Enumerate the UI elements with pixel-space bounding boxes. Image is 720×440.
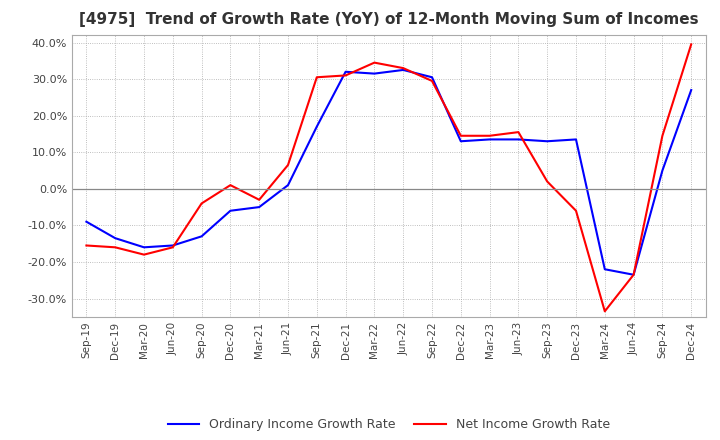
Net Income Growth Rate (687, 42, 696, 47)
Ordinary Income Growth Rate (600, 267, 609, 272)
Ordinary Income Growth Rate (456, 139, 465, 144)
Net Income Growth Rate (197, 201, 206, 206)
Line: Ordinary Income Growth Rate: Ordinary Income Growth Rate (86, 70, 691, 275)
Legend: Ordinary Income Growth Rate, Net Income Growth Rate: Ordinary Income Growth Rate, Net Income … (163, 413, 615, 436)
Net Income Growth Rate (168, 245, 177, 250)
Ordinary Income Growth Rate (543, 139, 552, 144)
Ordinary Income Growth Rate (255, 205, 264, 210)
Ordinary Income Growth Rate (312, 124, 321, 129)
Ordinary Income Growth Rate (341, 69, 350, 74)
Net Income Growth Rate (140, 252, 148, 257)
Ordinary Income Growth Rate (140, 245, 148, 250)
Ordinary Income Growth Rate (572, 137, 580, 142)
Net Income Growth Rate (284, 162, 292, 168)
Ordinary Income Growth Rate (226, 208, 235, 213)
Title: [4975]  Trend of Growth Rate (YoY) of 12-Month Moving Sum of Incomes: [4975] Trend of Growth Rate (YoY) of 12-… (79, 12, 698, 27)
Ordinary Income Growth Rate (658, 168, 667, 173)
Net Income Growth Rate (485, 133, 494, 139)
Ordinary Income Growth Rate (514, 137, 523, 142)
Net Income Growth Rate (600, 309, 609, 314)
Ordinary Income Growth Rate (629, 272, 638, 277)
Net Income Growth Rate (82, 243, 91, 248)
Net Income Growth Rate (428, 78, 436, 84)
Line: Net Income Growth Rate: Net Income Growth Rate (86, 44, 691, 312)
Ordinary Income Growth Rate (370, 71, 379, 76)
Ordinary Income Growth Rate (197, 234, 206, 239)
Net Income Growth Rate (543, 179, 552, 184)
Net Income Growth Rate (456, 133, 465, 139)
Ordinary Income Growth Rate (284, 183, 292, 188)
Net Income Growth Rate (514, 129, 523, 135)
Net Income Growth Rate (255, 197, 264, 202)
Net Income Growth Rate (658, 133, 667, 139)
Net Income Growth Rate (399, 66, 408, 71)
Ordinary Income Growth Rate (428, 75, 436, 80)
Net Income Growth Rate (370, 60, 379, 65)
Net Income Growth Rate (226, 183, 235, 188)
Ordinary Income Growth Rate (687, 88, 696, 93)
Net Income Growth Rate (629, 272, 638, 277)
Net Income Growth Rate (572, 208, 580, 213)
Net Income Growth Rate (111, 245, 120, 250)
Ordinary Income Growth Rate (111, 235, 120, 241)
Net Income Growth Rate (312, 75, 321, 80)
Ordinary Income Growth Rate (399, 67, 408, 73)
Ordinary Income Growth Rate (82, 219, 91, 224)
Net Income Growth Rate (341, 73, 350, 78)
Ordinary Income Growth Rate (168, 243, 177, 248)
Ordinary Income Growth Rate (485, 137, 494, 142)
